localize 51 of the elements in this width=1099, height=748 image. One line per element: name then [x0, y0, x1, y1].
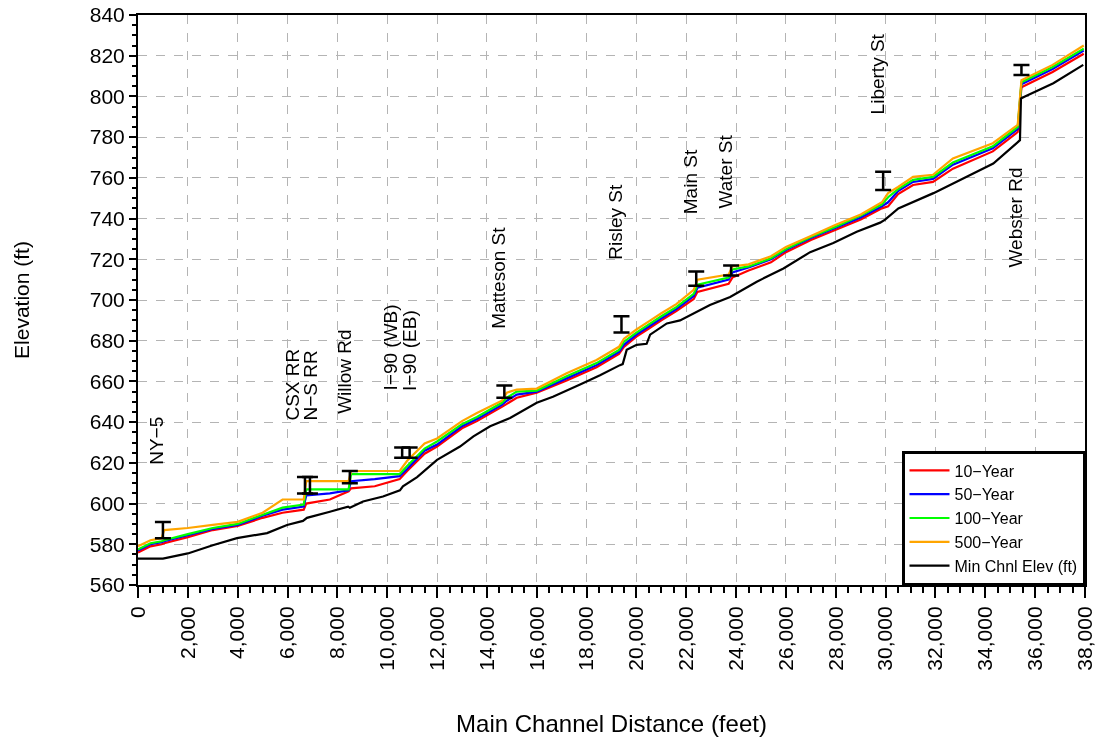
y-tick-label: 700: [89, 288, 125, 312]
x-tick-label: 38,000: [1072, 606, 1096, 671]
y-tick-label: 640: [89, 410, 125, 434]
x-axis-title: Main Channel Distance (feet): [456, 710, 767, 738]
legend-label: 50−Year: [954, 486, 1015, 504]
y-tick-label: 620: [89, 451, 125, 475]
annotation: Liberty St: [866, 33, 888, 115]
y-tick-label: 760: [89, 166, 125, 190]
x-tick-label: 18,000: [574, 606, 598, 671]
x-tick-label: 6,000: [275, 606, 299, 659]
annotation: Main St: [680, 149, 702, 215]
x-tick-label: 20,000: [624, 606, 648, 671]
legend-label: Min Chnl Elev (ft): [954, 557, 1078, 575]
annotation: I−90 (WB): [380, 304, 402, 391]
x-tick-label: 2,000: [175, 606, 199, 659]
x-tick-label: 28,000: [823, 606, 847, 671]
y-tick-label: 560: [89, 573, 125, 597]
annotation: Webster Rd: [1005, 167, 1027, 268]
y-tick-label: 740: [89, 206, 125, 230]
x-tick-label: 16,000: [524, 606, 548, 671]
y-axis-title: Elevation (ft): [10, 241, 34, 359]
y-tick-label: 800: [89, 84, 125, 108]
annotation: Water St: [714, 134, 736, 209]
y-tick-label: 720: [89, 247, 125, 271]
x-tick-label: 24,000: [723, 606, 747, 671]
x-tick-label: 12,000: [424, 606, 448, 671]
x-tick-label: 32,000: [923, 606, 947, 671]
annotation: Matteson St: [487, 226, 509, 329]
x-tick-label: 22,000: [674, 606, 698, 671]
x-tick-label: 4,000: [225, 606, 249, 659]
x-tick-label: 34,000: [973, 606, 997, 671]
annotation: Willow Rd: [333, 329, 355, 414]
x-tick-label: 14,000: [474, 606, 498, 671]
legend-label: 100−Year: [954, 510, 1024, 528]
y-tick-label: 780: [89, 125, 125, 149]
legend-label: 10−Year: [954, 462, 1015, 480]
x-tick-label: 36,000: [1022, 606, 1046, 671]
y-tick-label: 660: [89, 369, 125, 393]
x-tick-label: 0: [125, 606, 149, 619]
legend-label: 500−Year: [954, 534, 1024, 552]
x-tick-label: 8,000: [325, 606, 349, 659]
annotation: NY−5: [146, 416, 168, 465]
x-tick-label: 10,000: [375, 606, 399, 671]
y-tick-label: 840: [89, 3, 125, 27]
y-tick-label: 680: [89, 329, 125, 353]
annotation: Risley St: [605, 184, 627, 260]
x-tick-label: 30,000: [873, 606, 897, 671]
y-tick-label: 600: [89, 491, 125, 515]
x-tick-label: 26,000: [773, 606, 797, 671]
y-tick-label: 580: [89, 532, 125, 556]
y-tick-label: 820: [89, 44, 125, 68]
